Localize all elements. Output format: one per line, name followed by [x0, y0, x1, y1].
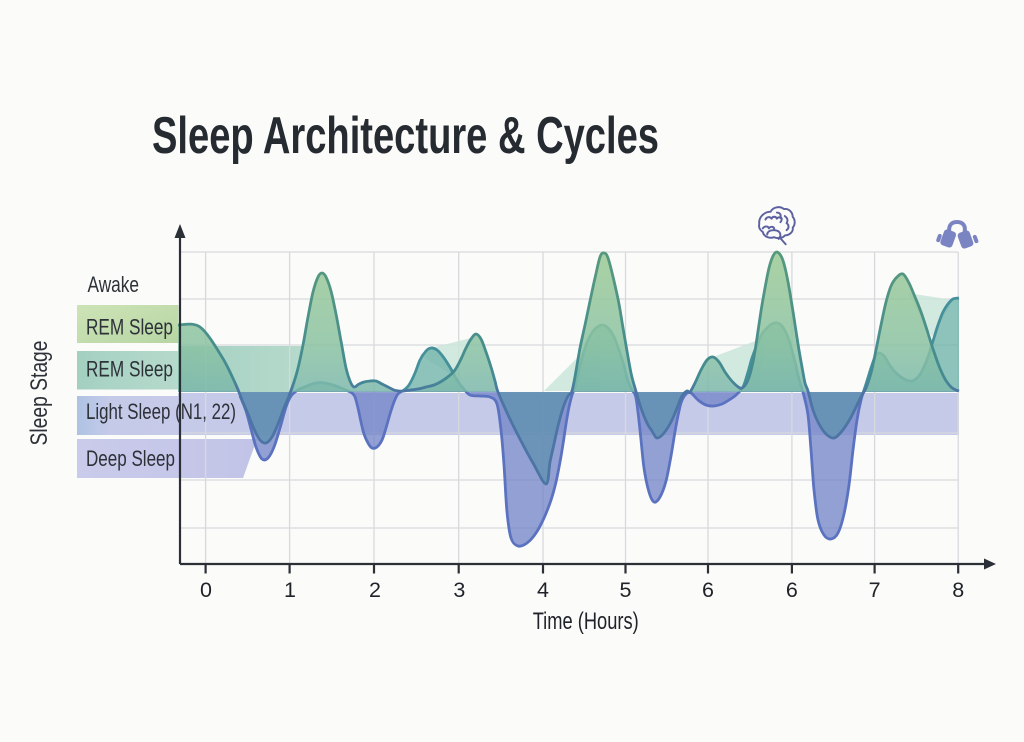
svg-text:REM Sleep: REM Sleep	[86, 315, 173, 340]
svg-text:REM Sleep: REM Sleep	[86, 357, 173, 382]
svg-text:Awake: Awake	[88, 272, 140, 297]
svg-text:Deep Sleep: Deep Sleep	[86, 446, 175, 471]
svg-text:6: 6	[702, 578, 714, 602]
svg-text:Sleep Architecture & Cycles: Sleep Architecture & Cycles	[152, 107, 659, 165]
svg-text:1: 1	[284, 578, 296, 602]
svg-text:5: 5	[620, 578, 632, 602]
svg-text:7: 7	[869, 578, 881, 602]
svg-text:0: 0	[200, 578, 212, 602]
svg-text:2: 2	[369, 578, 381, 602]
svg-text:6: 6	[786, 578, 798, 602]
svg-text:4: 4	[537, 578, 549, 602]
svg-text:Time (Hours): Time (Hours)	[533, 608, 639, 635]
svg-text:Sleep Stage: Sleep Stage	[26, 341, 53, 446]
svg-text:Light Sleep (N1, 22): Light Sleep (N1, 22)	[86, 399, 236, 424]
svg-text:3: 3	[453, 578, 465, 602]
svg-text:8: 8	[952, 578, 964, 602]
